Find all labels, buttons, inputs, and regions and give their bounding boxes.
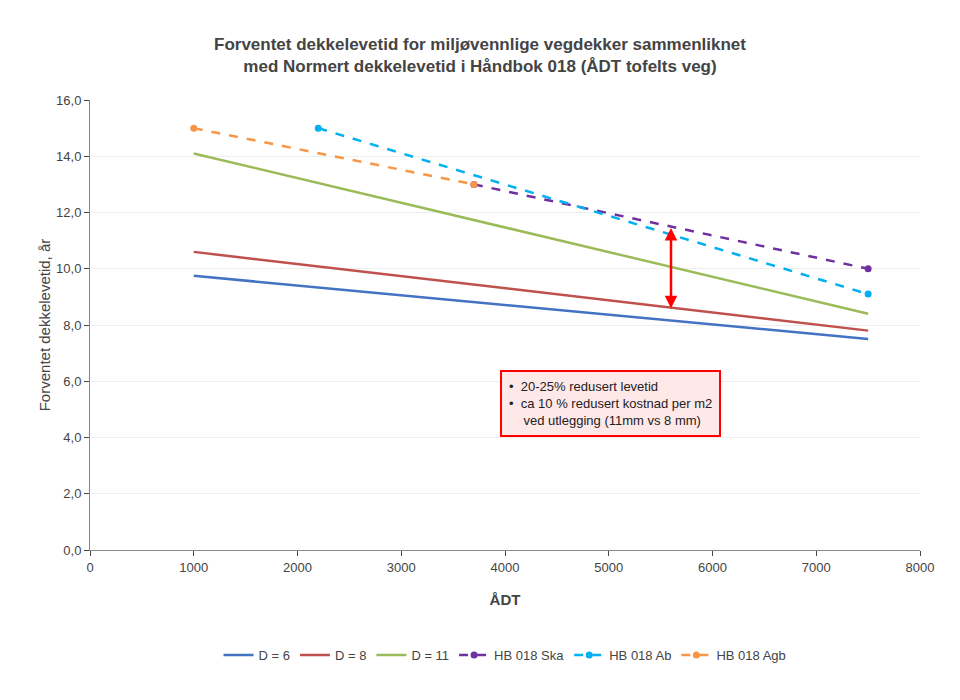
svg-text:12,0: 12,0 bbox=[56, 205, 81, 220]
svg-text:0: 0 bbox=[86, 560, 93, 575]
svg-text:16,0: 16,0 bbox=[56, 93, 81, 108]
svg-text:D = 6: D = 6 bbox=[259, 648, 290, 663]
svg-text:4000: 4000 bbox=[491, 560, 520, 575]
svg-text:8,0: 8,0 bbox=[63, 318, 81, 333]
svg-text:HB 018 Ab: HB 018 Ab bbox=[609, 648, 671, 663]
svg-text:D = 11: D = 11 bbox=[411, 648, 449, 663]
svg-text:8000: 8000 bbox=[906, 560, 935, 575]
svg-text:5000: 5000 bbox=[594, 560, 623, 575]
svg-text:D = 8: D = 8 bbox=[335, 648, 366, 663]
svg-text:1000: 1000 bbox=[179, 560, 208, 575]
svg-text:HB 018 Agb: HB 018 Agb bbox=[716, 648, 785, 663]
svg-text:14,0: 14,0 bbox=[56, 149, 81, 164]
svg-text:HB 018 Ska: HB 018 Ska bbox=[494, 648, 564, 663]
svg-text:2,0: 2,0 bbox=[63, 486, 81, 501]
svg-text:Forventet dekkelevetid, år: Forventet dekkelevetid, år bbox=[36, 239, 53, 412]
svg-text:7000: 7000 bbox=[802, 560, 831, 575]
svg-text:4,0: 4,0 bbox=[63, 430, 81, 445]
svg-text:10,0: 10,0 bbox=[56, 261, 81, 276]
svg-text:• 20-25% redusert levetid• c: • 20-25% redusert levetid• ca 10 % redus… bbox=[509, 379, 712, 428]
svg-text:Forventet dekkelevetid for mil: Forventet dekkelevetid for miljøvennlige… bbox=[214, 35, 746, 76]
svg-text:6000: 6000 bbox=[698, 560, 727, 575]
svg-text:6,0: 6,0 bbox=[63, 374, 81, 389]
svg-text:ÅDT: ÅDT bbox=[490, 591, 521, 608]
svg-text:3000: 3000 bbox=[387, 560, 416, 575]
svg-text:0,0: 0,0 bbox=[63, 543, 81, 558]
svg-text:2000: 2000 bbox=[283, 560, 312, 575]
